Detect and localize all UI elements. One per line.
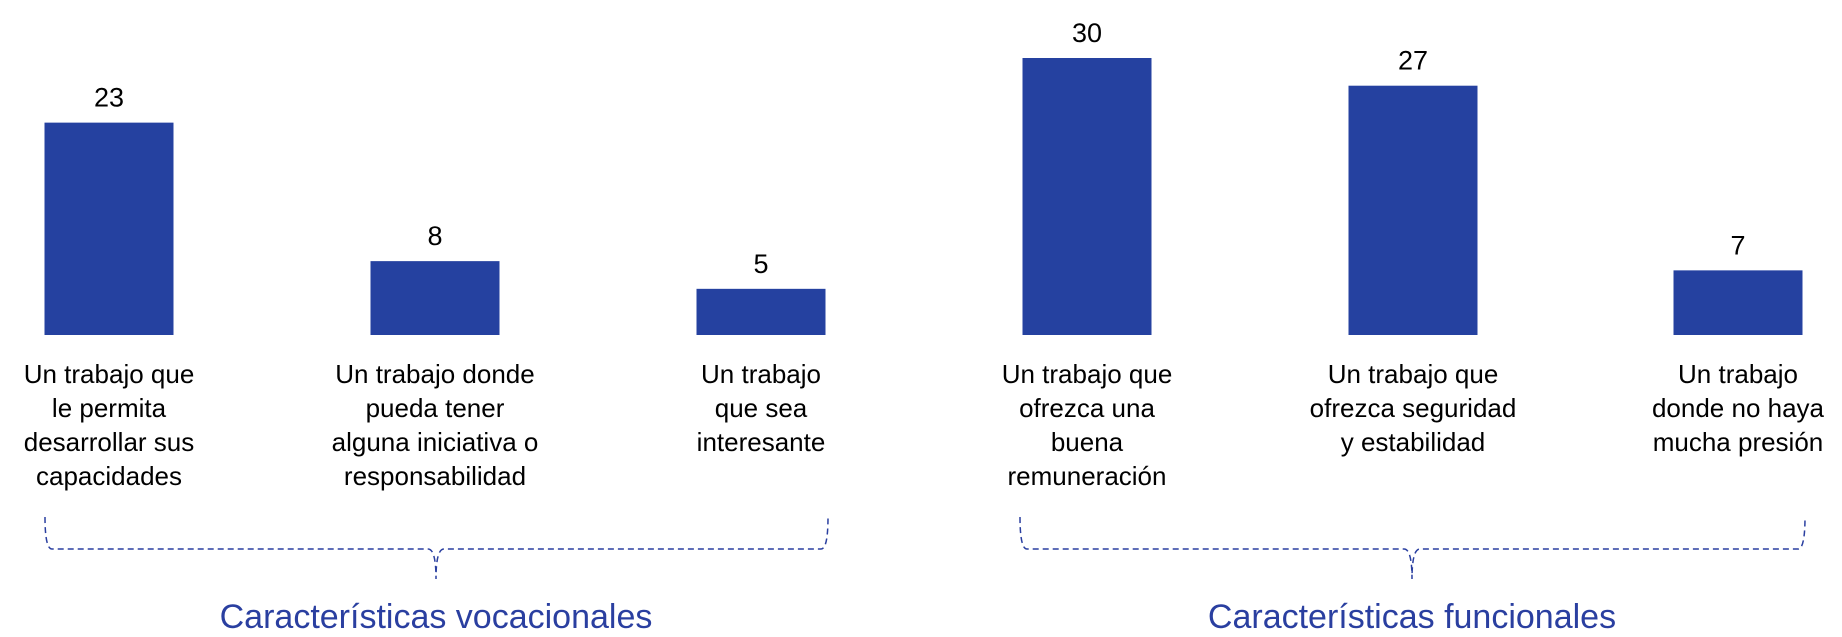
x-tick-label: Un trabajo que ofrezca una buena remuner… — [1001, 359, 1173, 491]
value-label: 30 — [1072, 18, 1102, 48]
value-label: 8 — [427, 221, 442, 251]
value-label: 5 — [753, 249, 768, 279]
value-label: 7 — [1730, 230, 1745, 260]
x-tick-label: Un trabajo que ofrezca seguridad y estab… — [1309, 359, 1517, 457]
bar — [370, 261, 500, 335]
bracket — [1019, 516, 1806, 580]
bar — [1673, 270, 1803, 335]
group-label: Características funcionales — [1207, 598, 1617, 636]
group-label: Características vocacionales — [219, 598, 653, 636]
x-tick-label: Un trabajo que sea interesante — [696, 359, 826, 457]
bar — [1022, 58, 1152, 335]
value-label: 27 — [1398, 46, 1428, 76]
x-tick-label: Un trabajo donde pueda tener alguna inic… — [331, 359, 539, 491]
bar — [1348, 85, 1478, 335]
value-label: 23 — [94, 83, 124, 113]
bracket — [44, 516, 829, 580]
bar — [696, 288, 826, 335]
x-tick-label: Un trabajo que le permita desarrollar su… — [23, 359, 195, 491]
x-tick-label: Un trabajo donde no haya mucha presión — [1651, 359, 1825, 457]
bar — [44, 122, 174, 335]
